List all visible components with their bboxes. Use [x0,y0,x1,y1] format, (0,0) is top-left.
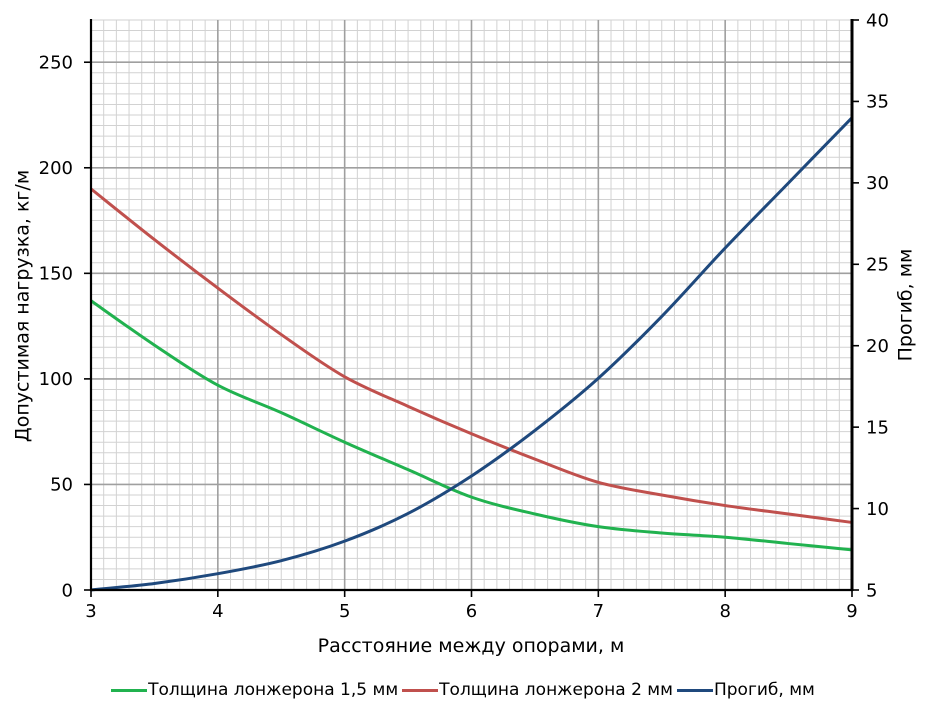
y-tick-label-right: 40 [866,10,889,31]
legend-label-deflection: Прогиб, мм [713,680,815,700]
y-tick-label-right: 20 [866,336,889,357]
x-tick-label: 8 [719,601,730,622]
x-tick-label: 7 [593,601,604,622]
legend-swatch-deflection [676,688,713,692]
grid-major [91,20,852,590]
axes [84,19,859,597]
y-tick-label-left: 150 [39,264,73,285]
legend-swatch-spar-1-5mm [111,688,148,692]
y-tick-label-right: 15 [866,417,889,438]
y-axis-label-left: Допустимая нагрузка, кг/м [12,170,34,442]
x-tick-label: 9 [846,601,857,622]
legend-swatch-spar-2mm [402,688,439,692]
y-tick-label-left: 0 [62,580,73,601]
series-line-spar-1-5mm [90,299,853,552]
y-tick-label-left: 250 [39,53,73,74]
y-tick-label-right: 10 [866,499,889,520]
y-tick-label-right: 5 [866,580,877,601]
legend: Толщина лонжерона 1,5 мм Толщина лонжеро… [0,678,926,702]
x-tick-label: 6 [466,601,477,622]
legend-label-spar-1-5mm: Толщина лонжерона 1,5 мм [148,680,399,700]
legend-item-spar-2mm: Толщина лонжерона 2 мм [402,680,673,700]
series-line-deflection [90,116,854,592]
y-tick-label-right: 25 [866,255,889,276]
x-tick-label: 4 [212,601,223,622]
x-axis-label: Расстояние между опорами, м [318,635,625,657]
legend-label-spar-2mm: Толщина лонжерона 2 мм [439,680,673,700]
legend-item-spar-1-5mm: Толщина лонжерона 1,5 мм [111,680,398,700]
series-line-spar-2mm [90,187,853,524]
y-tick-label-left: 200 [39,158,73,179]
y-tick-label-left: 100 [39,369,73,390]
y-tick-label-left: 50 [50,475,73,496]
y-tick-label-right: 35 [866,92,889,113]
x-tick-label: 3 [85,601,96,622]
x-tick-label: 5 [339,601,350,622]
y-tick-label-right: 30 [866,173,889,194]
y-axis-label-right: Прогиб, мм [895,249,917,362]
series-layer [90,116,854,592]
legend-item-deflection: Прогиб, мм [676,680,815,700]
tick-labels: 3 4 5 6 7 8 9 0 50 100 150 200 250 5 10 15 20 25 30 35 40 [39,10,889,622]
